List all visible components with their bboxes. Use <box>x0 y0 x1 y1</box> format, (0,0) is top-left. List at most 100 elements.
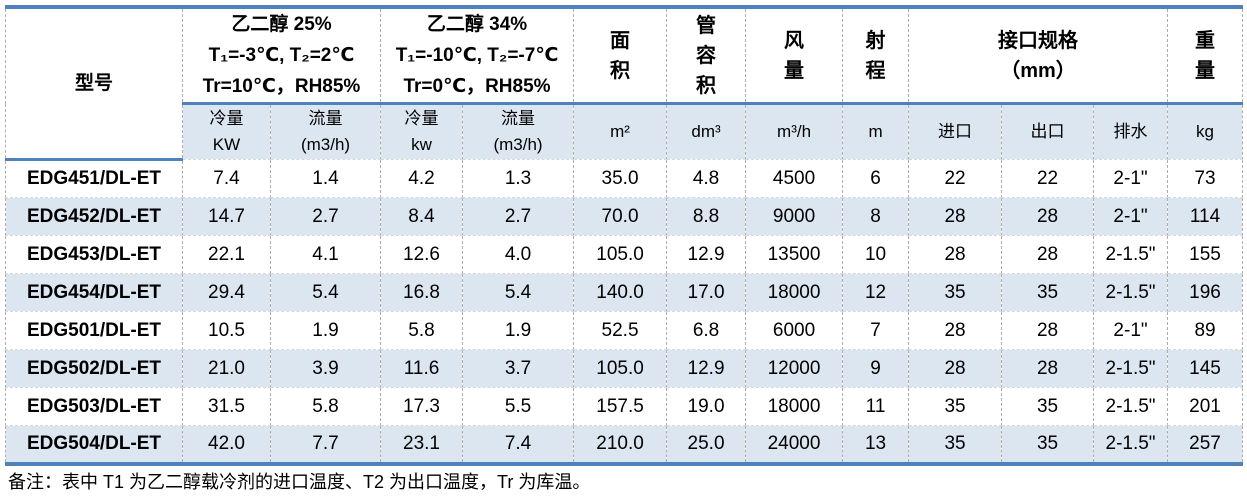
value-cell: 19.0 <box>666 387 747 426</box>
unit-weight: kg <box>1167 103 1244 160</box>
value-cell: 12.9 <box>666 349 747 388</box>
model-cell: EDG451/DL-ET <box>5 159 183 198</box>
value-cell: 157.5 <box>573 387 668 426</box>
model-cell: EDG502/DL-ET <box>5 349 183 388</box>
value-cell: 89 <box>1167 311 1244 350</box>
value-cell: 201 <box>1167 387 1244 426</box>
value-cell: 2-1.5" <box>1093 273 1169 312</box>
value-cell: 114 <box>1167 197 1244 236</box>
value-cell: 6000 <box>745 311 844 350</box>
value-cell: 12.6 <box>380 235 464 274</box>
value-cell: 1.4 <box>269 159 382 198</box>
col-header-throw: 射 程 <box>842 6 910 105</box>
value-cell: 31.5 <box>182 387 271 426</box>
value-cell: 28 <box>908 197 1003 236</box>
value-cell: 35 <box>908 387 1003 426</box>
value-cell: 9 <box>842 349 910 388</box>
group-header-row: 型号 乙二醇 25% T₁=-3℃, T₂=2℃ Tr=10℃，RH85% 乙二… <box>5 6 1244 161</box>
model-cell: EDG504/DL-ET <box>5 425 183 464</box>
note-text: 备注：表中 T1 为乙二醇载冷剂的进口温度、T2 为出口温度，Tr 为库温。 <box>8 471 591 492</box>
value-cell: 73 <box>1167 159 1244 198</box>
model-cell: EDG452/DL-ET <box>5 197 183 236</box>
unit-throw: m <box>842 103 910 160</box>
value-cell: 22.1 <box>182 235 271 274</box>
model-cell: EDG453/DL-ET <box>5 235 183 274</box>
value-cell: 18000 <box>745 387 844 426</box>
subhead-outlet: 出口 <box>1001 103 1095 160</box>
table-row: EDG501/DL-ET 10.5 1.9 5.8 1.9 52.5 6.8 6000 7 28 2… <box>5 311 1244 350</box>
value-cell: 105.0 <box>573 235 668 274</box>
value-cell: 12000 <box>745 349 844 388</box>
value-cell: 35 <box>908 425 1003 464</box>
value-cell: 8.4 <box>380 197 464 236</box>
value-cell: 13500 <box>745 235 844 274</box>
value-cell: 25.0 <box>666 425 747 464</box>
value-cell: 28 <box>1001 197 1095 236</box>
value-cell: 21.0 <box>182 349 271 388</box>
col-header-tube-volume: 管 容 积 <box>666 6 747 105</box>
value-cell: 4.8 <box>666 159 747 198</box>
subhead-drain: 排水 <box>1093 103 1169 160</box>
value-cell: 11 <box>842 387 910 426</box>
value-cell: 2.7 <box>462 197 575 236</box>
value-cell: 23.1 <box>380 425 464 464</box>
col-header-area: 面 积 <box>573 6 668 105</box>
spec-table: 型号 乙二醇 25% T₁=-3℃, T₂=2℃ Tr=10℃，RH85% 乙二… <box>5 5 1244 466</box>
value-cell: 2-1" <box>1093 159 1169 198</box>
unit-tube-volume: dm³ <box>666 103 747 160</box>
value-cell: 35.0 <box>573 159 668 198</box>
table-row: EDG504/DL-ET 42.0 7.7 23.1 7.4 210.0 25.0 24000… <box>5 425 1244 464</box>
value-cell: 7.7 <box>269 425 382 464</box>
value-cell: 155 <box>1167 235 1244 274</box>
value-cell: 4.0 <box>462 235 575 274</box>
col-group-glycol-25: 乙二醇 25% T₁=-3℃, T₂=2℃ Tr=10℃，RH85% <box>181 6 382 105</box>
value-cell: 52.5 <box>573 311 668 350</box>
value-cell: 2-1.5" <box>1093 349 1169 388</box>
value-cell: 4.1 <box>269 235 382 274</box>
col-header-model: 型号 <box>5 6 183 161</box>
table-row: EDG451/DL-ET 7.4 1.4 4.2 1.3 35.0 4.8 4500 6 22 22… <box>5 159 1244 198</box>
unit-header-row: 冷量 KW 流量 (m3/h) 冷量 kw 流量 (m3/h) m² dm³ m… <box>6 103 1244 160</box>
table-row: EDG502/DL-ET 21.0 3.9 11.6 3.7 105.0 12.9 12000… <box>5 349 1244 388</box>
subhead-inlet: 进口 <box>908 103 1003 160</box>
value-cell: 5.8 <box>380 311 464 350</box>
value-cell: 6 <box>842 159 910 198</box>
value-cell: 28 <box>908 235 1003 274</box>
value-cell: 2-1.5" <box>1093 235 1169 274</box>
table-body: EDG451/DL-ET 7.4 1.4 4.2 1.3 35.0 4.8 4500 6 22 22… <box>5 159 1244 464</box>
value-cell: 105.0 <box>573 349 668 388</box>
table-row: EDG454/DL-ET 29.4 5.4 16.8 5.4 140.0 17.0 18000… <box>5 273 1244 312</box>
value-cell: 11.6 <box>380 349 464 388</box>
value-cell: 5.5 <box>462 387 575 426</box>
value-cell: 14.7 <box>182 197 271 236</box>
value-cell: 22 <box>908 159 1003 198</box>
value-cell: 28 <box>1001 235 1095 274</box>
value-cell: 2-1" <box>1093 197 1169 236</box>
model-cell: EDG503/DL-ET <box>5 387 183 426</box>
value-cell: 2-1.5" <box>1093 425 1169 464</box>
value-cell: 7 <box>842 311 910 350</box>
table-row: EDG453/DL-ET 22.1 4.1 12.6 4.0 105.0 12.9 13500… <box>5 235 1244 274</box>
table-row: EDG452/DL-ET 14.7 2.7 8.4 2.7 70.0 8.8 9000 8 28 2… <box>5 197 1244 236</box>
unit-area: m² <box>573 103 668 160</box>
model-cell: EDG501/DL-ET <box>5 311 183 350</box>
unit-flow-34: 流量 (m3/h) <box>462 103 575 160</box>
value-cell: 7.4 <box>462 425 575 464</box>
value-cell: 2-1.5" <box>1093 387 1169 426</box>
value-cell: 2-1" <box>1093 311 1169 350</box>
value-cell: 210.0 <box>573 425 668 464</box>
value-cell: 28 <box>1001 311 1095 350</box>
col-group-connection: 接口规格 （mm） <box>908 6 1169 105</box>
model-cell: EDG454/DL-ET <box>5 273 183 312</box>
value-cell: 1.9 <box>462 311 575 350</box>
value-cell: 35 <box>1001 425 1095 464</box>
value-cell: 145 <box>1167 349 1244 388</box>
unit-cooling-capacity-34: 冷量 kw <box>380 103 464 160</box>
value-cell: 1.9 <box>269 311 382 350</box>
value-cell: 10.5 <box>182 311 271 350</box>
value-cell: 16.8 <box>380 273 464 312</box>
value-cell: 196 <box>1167 273 1244 312</box>
value-cell: 42.0 <box>182 425 271 464</box>
value-cell: 35 <box>1001 273 1095 312</box>
value-cell: 8.8 <box>666 197 747 236</box>
